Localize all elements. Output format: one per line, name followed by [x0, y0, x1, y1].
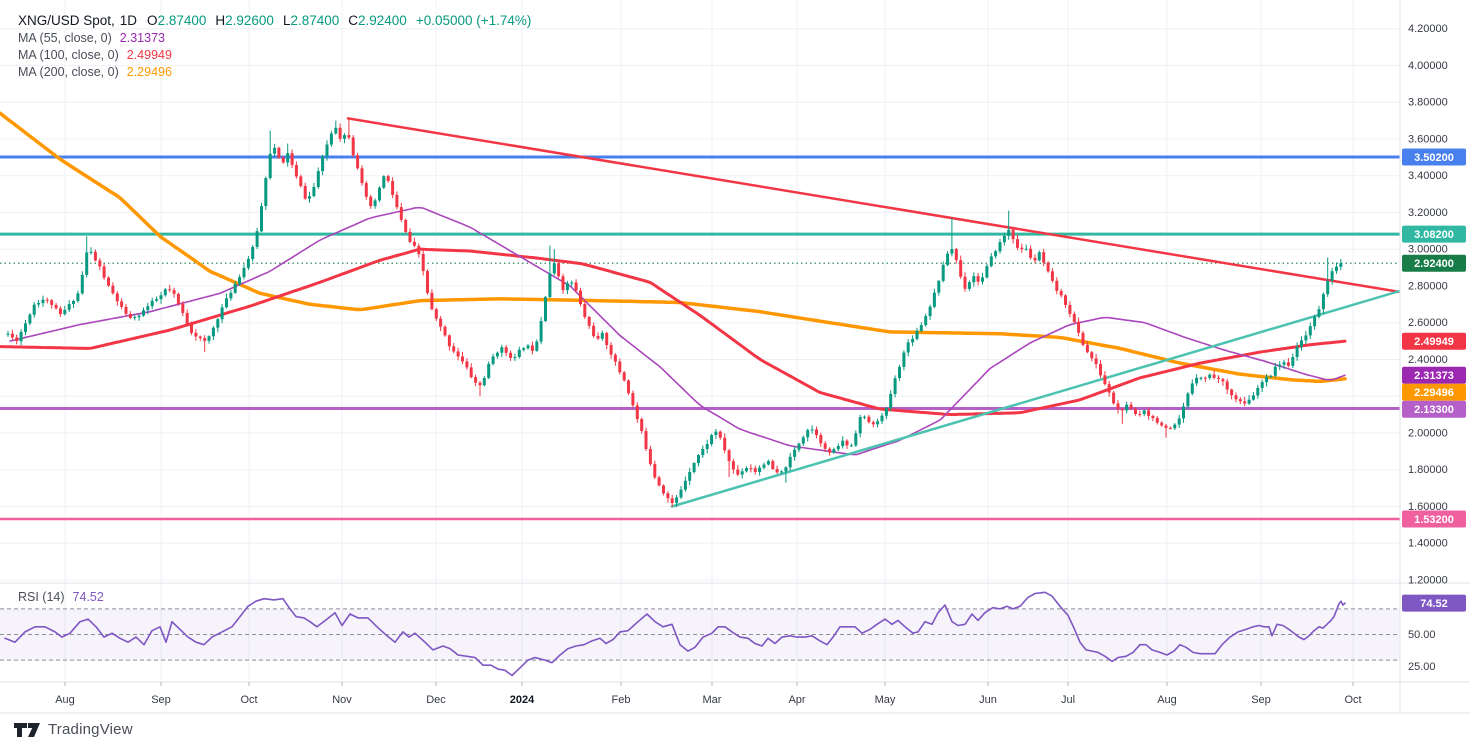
svg-text:3.50200: 3.50200: [1414, 152, 1454, 164]
symbol-timeframe[interactable]: 1D: [119, 13, 138, 28]
candlestick-series: [6, 118, 1343, 508]
svg-text:2.92400: 2.92400: [1414, 258, 1454, 270]
svg-text:4.20000: 4.20000: [1408, 23, 1448, 35]
symbol-title[interactable]: XNG/USD Spot,: [18, 13, 115, 28]
rsi-label: RSI (14): [18, 590, 65, 604]
close-label: C: [348, 13, 359, 28]
svg-text:1.60000: 1.60000: [1408, 501, 1448, 513]
rsi-legend-row[interactable]: RSI (14) 74.52: [18, 589, 104, 605]
descending-trendline[interactable]: [346, 117, 1400, 294]
ascending-trendline[interactable]: [670, 289, 1400, 508]
svg-text:1.20000: 1.20000: [1408, 575, 1448, 587]
ma200-value: 2.29496: [126, 64, 172, 79]
rsi-line: [4, 591, 1346, 677]
svg-text:3.60000: 3.60000: [1408, 133, 1448, 145]
ma-200-line[interactable]: [0, 111, 1347, 384]
ma100-value: 2.49949: [126, 47, 172, 62]
ma-100-line[interactable]: [0, 247, 1347, 417]
svg-text:Sep: Sep: [1251, 694, 1271, 706]
svg-text:3.80000: 3.80000: [1408, 97, 1448, 109]
svg-text:2024: 2024: [510, 694, 535, 706]
ma55-label: MA (55, close, 0): [18, 30, 112, 45]
svg-text:Dec: Dec: [426, 694, 446, 706]
tradingview-attribution[interactable]: TradingView: [14, 721, 133, 738]
tradingview-logo-text: TradingView: [48, 721, 133, 738]
pane-borders: [0, 0, 1470, 714]
svg-text:2.80000: 2.80000: [1408, 281, 1448, 293]
chart-legend: XNG/USD Spot, 1D O 2.87400 H 2.92600 L 2.87…: [18, 12, 540, 80]
price-axis-badge: 2.29496: [1402, 383, 1466, 401]
price-axis-badge: 3.50200: [1402, 148, 1466, 166]
svg-text:2.13300: 2.13300: [1414, 404, 1454, 416]
svg-text:Aug: Aug: [55, 694, 75, 706]
svg-text:Feb: Feb: [612, 694, 631, 706]
svg-text:1.40000: 1.40000: [1408, 538, 1448, 550]
open-value: 2.87400: [157, 13, 207, 28]
price-axis-badge: 2.92400: [1402, 254, 1466, 272]
svg-text:2.40000: 2.40000: [1408, 354, 1448, 366]
high-value: 2.92600: [225, 13, 274, 28]
svg-text:2.60000: 2.60000: [1408, 317, 1448, 329]
svg-text:50.00: 50.00: [1408, 629, 1436, 641]
svg-text:Aug: Aug: [1157, 694, 1177, 706]
svg-text:Sep: Sep: [151, 694, 171, 706]
svg-text:3.08200: 3.08200: [1414, 229, 1454, 241]
svg-text:2.49949: 2.49949: [1414, 336, 1454, 348]
indicator-legend-ma100[interactable]: MA (100, close, 0) 2.49949: [18, 46, 540, 63]
price-axis-badge: 1.53200: [1402, 510, 1466, 528]
svg-text:2.29496: 2.29496: [1414, 387, 1454, 399]
price-axis-badge: 2.49949: [1402, 332, 1466, 350]
ma-55-line[interactable]: [9, 206, 1346, 456]
svg-text:3.00000: 3.00000: [1408, 244, 1448, 256]
svg-text:1.53200: 1.53200: [1414, 514, 1454, 526]
grid: [0, 0, 1400, 682]
svg-text:Jul: Jul: [1061, 694, 1075, 706]
tradingview-logo-icon: [14, 722, 40, 737]
price-pane[interactable]: [0, 111, 1400, 521]
time-scale[interactable]: Aug Sep Oct Nov Dec 2024 Feb Mar Apr May Jun Jul Aug…: [55, 682, 1362, 706]
svg-text:2.31373: 2.31373: [1414, 370, 1454, 382]
price-axis-badge: 74.52: [1402, 594, 1466, 612]
svg-text:2.00000: 2.00000: [1408, 428, 1448, 440]
price-axis-badge: 2.13300: [1402, 400, 1466, 418]
ohlc-values: O 2.87400 H 2.92600 L 2.87400 C 2.92400 +0.0…: [147, 13, 540, 28]
rsi-pane[interactable]: [0, 591, 1400, 677]
horizontal-level-lines[interactable]: [0, 155, 1400, 521]
price-scale[interactable]: 4.20000 4.00000 3.80000 3.60000 3.40000 3.200…: [1402, 23, 1466, 673]
ma200-label: MA (200, close, 0): [18, 64, 119, 79]
svg-text:Oct: Oct: [240, 694, 257, 706]
svg-text:Mar: Mar: [703, 694, 722, 706]
price-axis-badge: 3.08200: [1402, 225, 1466, 243]
low-label: L: [282, 13, 291, 28]
svg-text:Nov: Nov: [332, 694, 352, 706]
svg-text:Oct: Oct: [1344, 694, 1361, 706]
svg-text:3.20000: 3.20000: [1408, 207, 1448, 219]
indicator-legend-ma200[interactable]: MA (200, close, 0) 2.29496: [18, 63, 540, 80]
symbol-legend-row[interactable]: XNG/USD Spot, 1D O 2.87400 H 2.92600 L 2.87…: [18, 12, 540, 29]
open-label: O: [147, 13, 158, 28]
svg-text:4.00000: 4.00000: [1408, 60, 1448, 72]
ma100-label: MA (100, close, 0): [18, 47, 119, 62]
rsi-value: 74.52: [72, 590, 104, 604]
price-axis-badge: 2.31373: [1402, 366, 1466, 384]
high-label: H: [215, 13, 226, 28]
close-value: 2.92400: [358, 13, 407, 28]
indicator-legend-ma55[interactable]: MA (55, close, 0) 2.31373: [18, 29, 540, 46]
svg-text:3.40000: 3.40000: [1408, 170, 1448, 182]
svg-text:74.52: 74.52: [1420, 598, 1448, 610]
ma55-value: 2.31373: [119, 30, 165, 45]
svg-text:Jun: Jun: [979, 694, 997, 706]
svg-text:May: May: [875, 694, 896, 706]
svg-text:1.80000: 1.80000: [1408, 464, 1448, 476]
low-value: 2.87400: [290, 13, 340, 28]
svg-text:25.00: 25.00: [1408, 661, 1436, 673]
change-value: +0.05000 (+1.74%): [415, 13, 532, 28]
svg-text:Apr: Apr: [788, 694, 805, 706]
